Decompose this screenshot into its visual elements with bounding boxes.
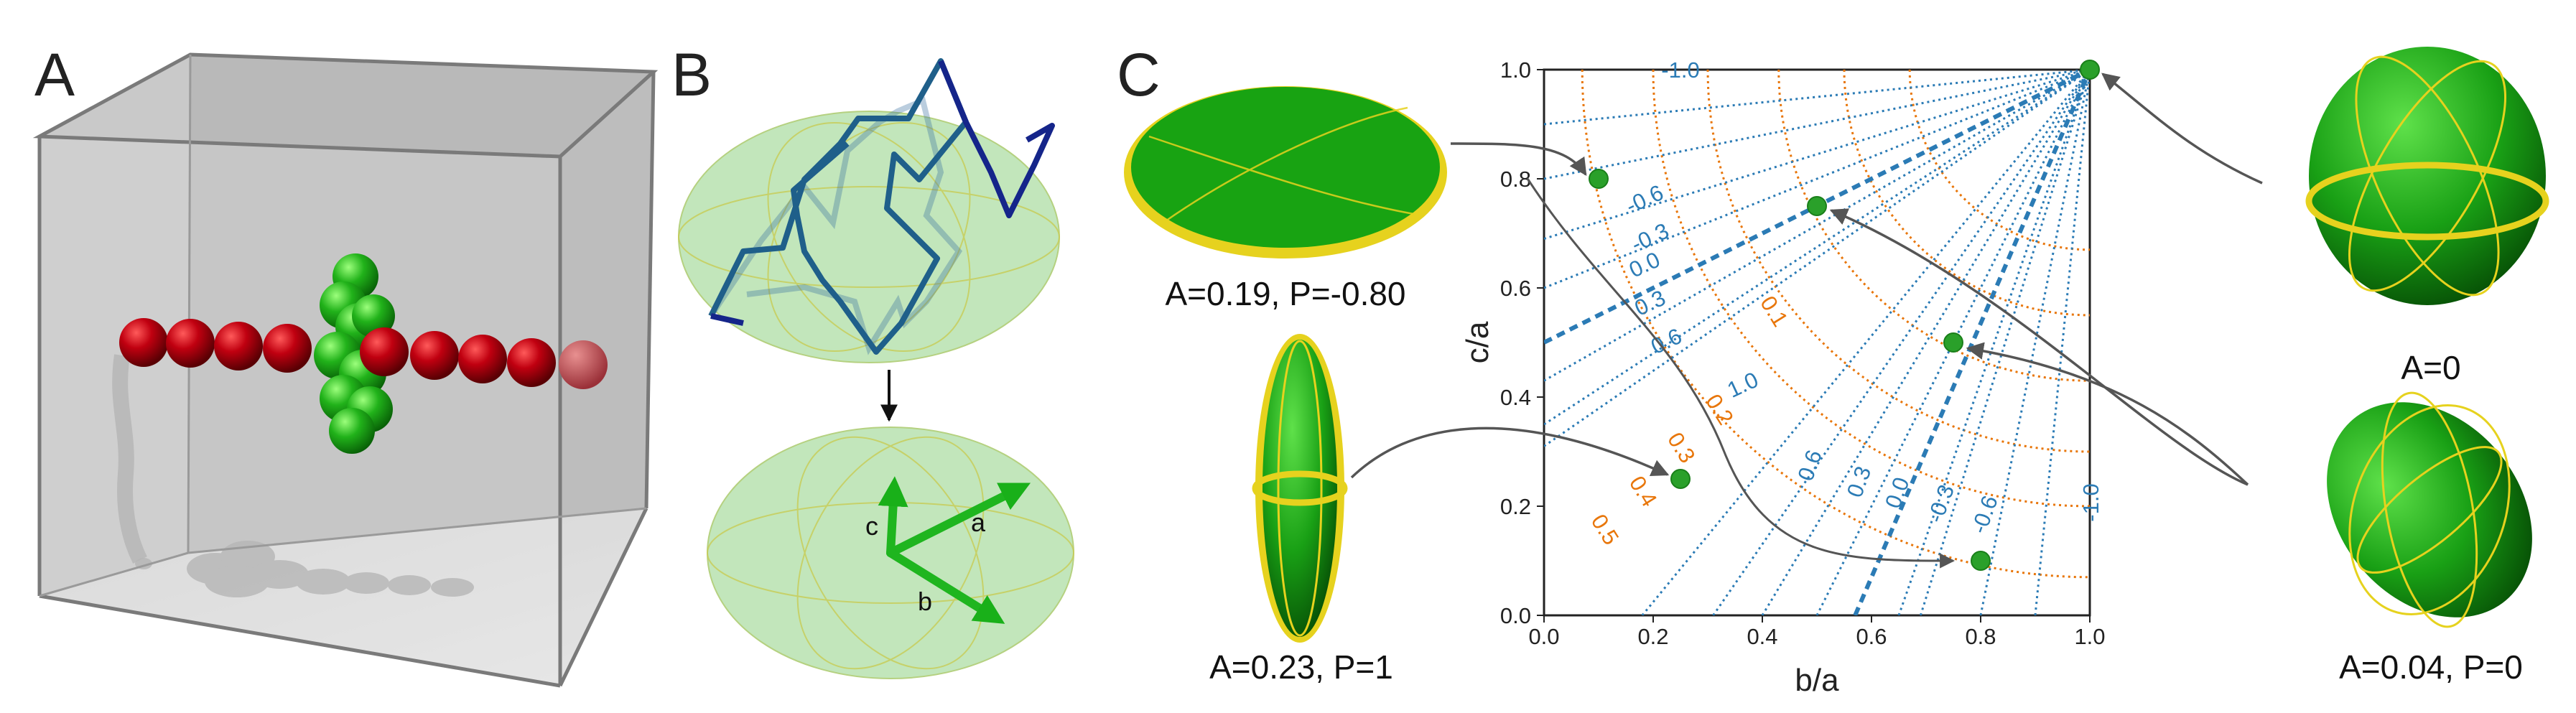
caption-prolate: A=0.23, P=1: [1209, 648, 1393, 686]
box-edges: [32, 52, 659, 688]
sphere-ellipsoid: [2305, 47, 2549, 305]
x-tick-label: 0.2: [1637, 624, 1668, 649]
data-point: [1807, 196, 1827, 216]
top-edge-contour-label: -1.0: [1661, 57, 1699, 83]
chain-shadow: [135, 541, 474, 597]
x-tick-label: 0.0: [1528, 624, 1559, 649]
vector-c-label: c: [865, 511, 878, 541]
caption-oblate: A=0.19, P=-0.80: [1165, 275, 1405, 312]
data-point: [1670, 469, 1691, 489]
wall-shadow: [112, 354, 147, 564]
panel-a: A: [32, 41, 659, 688]
red-bead: [119, 318, 168, 367]
right-edge-contour-label: -1.0: [2078, 483, 2103, 521]
red-bead: [507, 338, 556, 387]
chain-ellipsoid-top: [678, 58, 1060, 363]
anisotropy-contour: [1706, 70, 2090, 453]
red-bead: [263, 324, 312, 373]
arrow-oblate: [1450, 142, 1587, 177]
prolateness-contour: [1544, 70, 2090, 447]
x-tick-label: 0.4: [1747, 624, 1777, 649]
prolateness-contour: [1544, 70, 2090, 382]
x-tick-label: 0.8: [1965, 624, 1996, 649]
prolateness-contour: [1761, 70, 2090, 615]
anisotropy-contour: [1581, 70, 2090, 579]
prolate-ellipsoid: [1252, 334, 1348, 643]
triaxial-ellipsoid: [2327, 391, 2532, 628]
arrow-triaxial-a: [1829, 208, 2249, 486]
x-tick-label: 1.0: [2074, 624, 2105, 649]
box-hidden-edges: [39, 54, 647, 597]
red-bead-chain-front: [360, 327, 608, 389]
data-point: [1971, 551, 1991, 571]
x-tick-label: 0.6: [1856, 624, 1887, 649]
y-tick-label: 0.2: [1500, 494, 1531, 519]
prolateness-contour: [1712, 70, 2090, 615]
data-point: [1589, 169, 1609, 189]
red-bead: [214, 322, 263, 371]
y-tick-label: 0.6: [1500, 276, 1531, 301]
prolateness-contour: [1979, 70, 2090, 615]
tick-layer: 0.0 0.2 0.4 0.6 0.8 1.0 0.0 0.2 0.4 0.6 0.8 1.0: [1500, 57, 2106, 649]
caption-triaxial: A=0.04, P=0: [2339, 648, 2523, 686]
shape-map-chart: 0.0 0.2 0.4 0.6 0.8 1.00.00.20.40.60.81.0 0.1…: [1350, 57, 2263, 698]
panel-c: C A=0.19, P=-0.80 A=0.23, P=1: [1117, 41, 2549, 698]
red-bead-chain: [119, 318, 312, 373]
prolateness-contour: [1853, 70, 2090, 615]
prolateness-contour: [1544, 70, 2090, 180]
red-bead: [458, 335, 507, 383]
y-axis-label: c/a: [1460, 321, 1495, 363]
anisotropy-contour: [1843, 70, 2090, 317]
red-bead: [360, 327, 409, 376]
panel-b-label: B: [671, 41, 712, 108]
red-bead: [166, 319, 215, 368]
red-bead: [559, 340, 608, 389]
x-axis-label: b/a: [1795, 663, 1839, 698]
data-points: [1589, 60, 2100, 571]
panel-a-label: A: [34, 41, 75, 108]
red-bead: [410, 331, 459, 380]
caption-sphere: A=0: [2401, 349, 2460, 386]
oblate-ellipsoid: [1124, 86, 1447, 258]
y-tick-label: 0.8: [1500, 167, 1531, 192]
prolateness-contour: [1897, 70, 2090, 615]
principal-axes-ellipsoid: a b c: [707, 427, 1074, 679]
box-right-wall: [560, 72, 654, 686]
arrow-triaxial-b: [1966, 342, 2249, 486]
box-left-wall: [39, 55, 190, 596]
plot-frame: [1543, 68, 2091, 617]
y-tick-label: 1.0: [1500, 57, 1531, 83]
box-back-wall: [188, 55, 654, 553]
anisotropy-contour: [1777, 70, 2090, 382]
y-tick-label: 0.0: [1500, 603, 1531, 628]
vector-a-label: a: [971, 508, 986, 537]
green-bead-cluster: [314, 253, 395, 454]
vector-b-label: b: [918, 587, 932, 616]
data-point: [2080, 60, 2100, 80]
box-front-wall: [39, 136, 560, 686]
panel-c-label: C: [1117, 41, 1161, 108]
prolateness-contour: [1544, 70, 2090, 289]
y-tick-label: 0.4: [1500, 385, 1531, 410]
arrow-prolate: [1350, 427, 1670, 479]
data-point: [1943, 332, 1963, 353]
connector-arrows: [1350, 73, 2263, 569]
panel-b: B a: [671, 41, 1074, 679]
arrow-oblate-to-point: [1526, 178, 1956, 569]
simulation-box: [32, 52, 659, 688]
anisotropy-contour: [1908, 70, 2090, 251]
arrow-sphere: [2101, 73, 2263, 185]
